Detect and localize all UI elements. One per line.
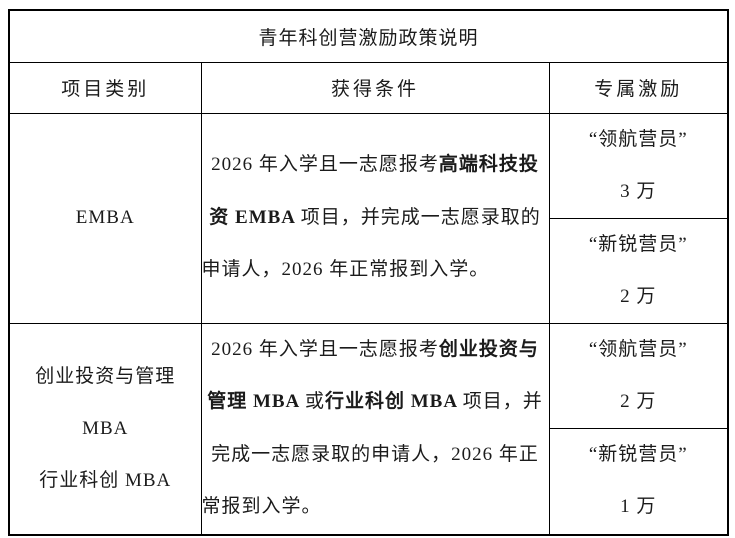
condition-text-bold: 高端科技投资 EMBA (209, 154, 539, 228)
program-line: 创业投资与管理 (35, 365, 176, 387)
incentive-policy-table: 青年科创营激励政策说明 项目类别 获得条件 专属激励 EMBA 2026 年入学… (8, 9, 730, 536)
header-condition: 获得条件 (200, 61, 550, 114)
reward-cell-mba-pilot: “领航营员” 2 万 (548, 322, 729, 429)
reward-amount: 2 万 (620, 390, 657, 412)
reward-cell-mba-rising: “新锐营员” 1 万 (548, 427, 729, 536)
reward-amount: 2 万 (620, 285, 657, 307)
header-reward: 专属激励 (548, 61, 729, 114)
condition-text: 项目，并完成一志愿录取的申请人，2026 年正常报到入学。 (201, 206, 541, 281)
condition-text-bold: 创业投资与管理 MBA (207, 338, 539, 413)
document-page: 青年科创营激励政策说明 项目类别 获得条件 专属激励 EMBA 2026 年入学… (8, 9, 730, 536)
table-title: 青年科创营激励政策说明 (8, 9, 729, 63)
condition-text: 2026 年入学且一志愿报考 (211, 154, 439, 176)
condition-text: 或 (304, 391, 325, 412)
program-line: MBA (82, 417, 129, 439)
reward-tier: “新锐营员” (588, 233, 688, 255)
reward-tier: “新锐营员” (588, 444, 688, 466)
reward-tier: “领航营员” (588, 128, 688, 150)
condition-cell-emba: 2026 年入学且一志愿报考高端科技投资 EMBA 项目，并完成一志愿录取的申请… (200, 112, 550, 324)
condition-cell-mba: 2026 年入学且一志愿报考创业投资与管理 MBA 或行业科创 MBA 项目，并… (200, 322, 550, 535)
program-cell-mba: 创业投资与管理 MBA 行业科创 MBA (8, 322, 202, 535)
condition-text: 项目，并完成一志愿录取的申请人，2026 年正常报到入学。 (201, 391, 543, 517)
program-line: 行业科创 MBA (39, 469, 172, 491)
reward-amount: 3 万 (620, 180, 657, 202)
condition-text-bold: 行业科创 MBA (325, 391, 463, 412)
header-program-category: 项目类别 (8, 61, 202, 114)
reward-cell-emba-pilot: “领航营员” 3 万 (548, 112, 729, 219)
condition-text: 2026 年入学且一志愿报考 (211, 338, 439, 360)
reward-tier: “领航营员” (588, 338, 688, 360)
program-line: EMBA (75, 207, 135, 228)
reward-amount: 1 万 (620, 496, 657, 518)
program-cell-emba: EMBA (8, 112, 202, 324)
reward-cell-emba-rising: “新锐营员” 2 万 (548, 217, 729, 324)
